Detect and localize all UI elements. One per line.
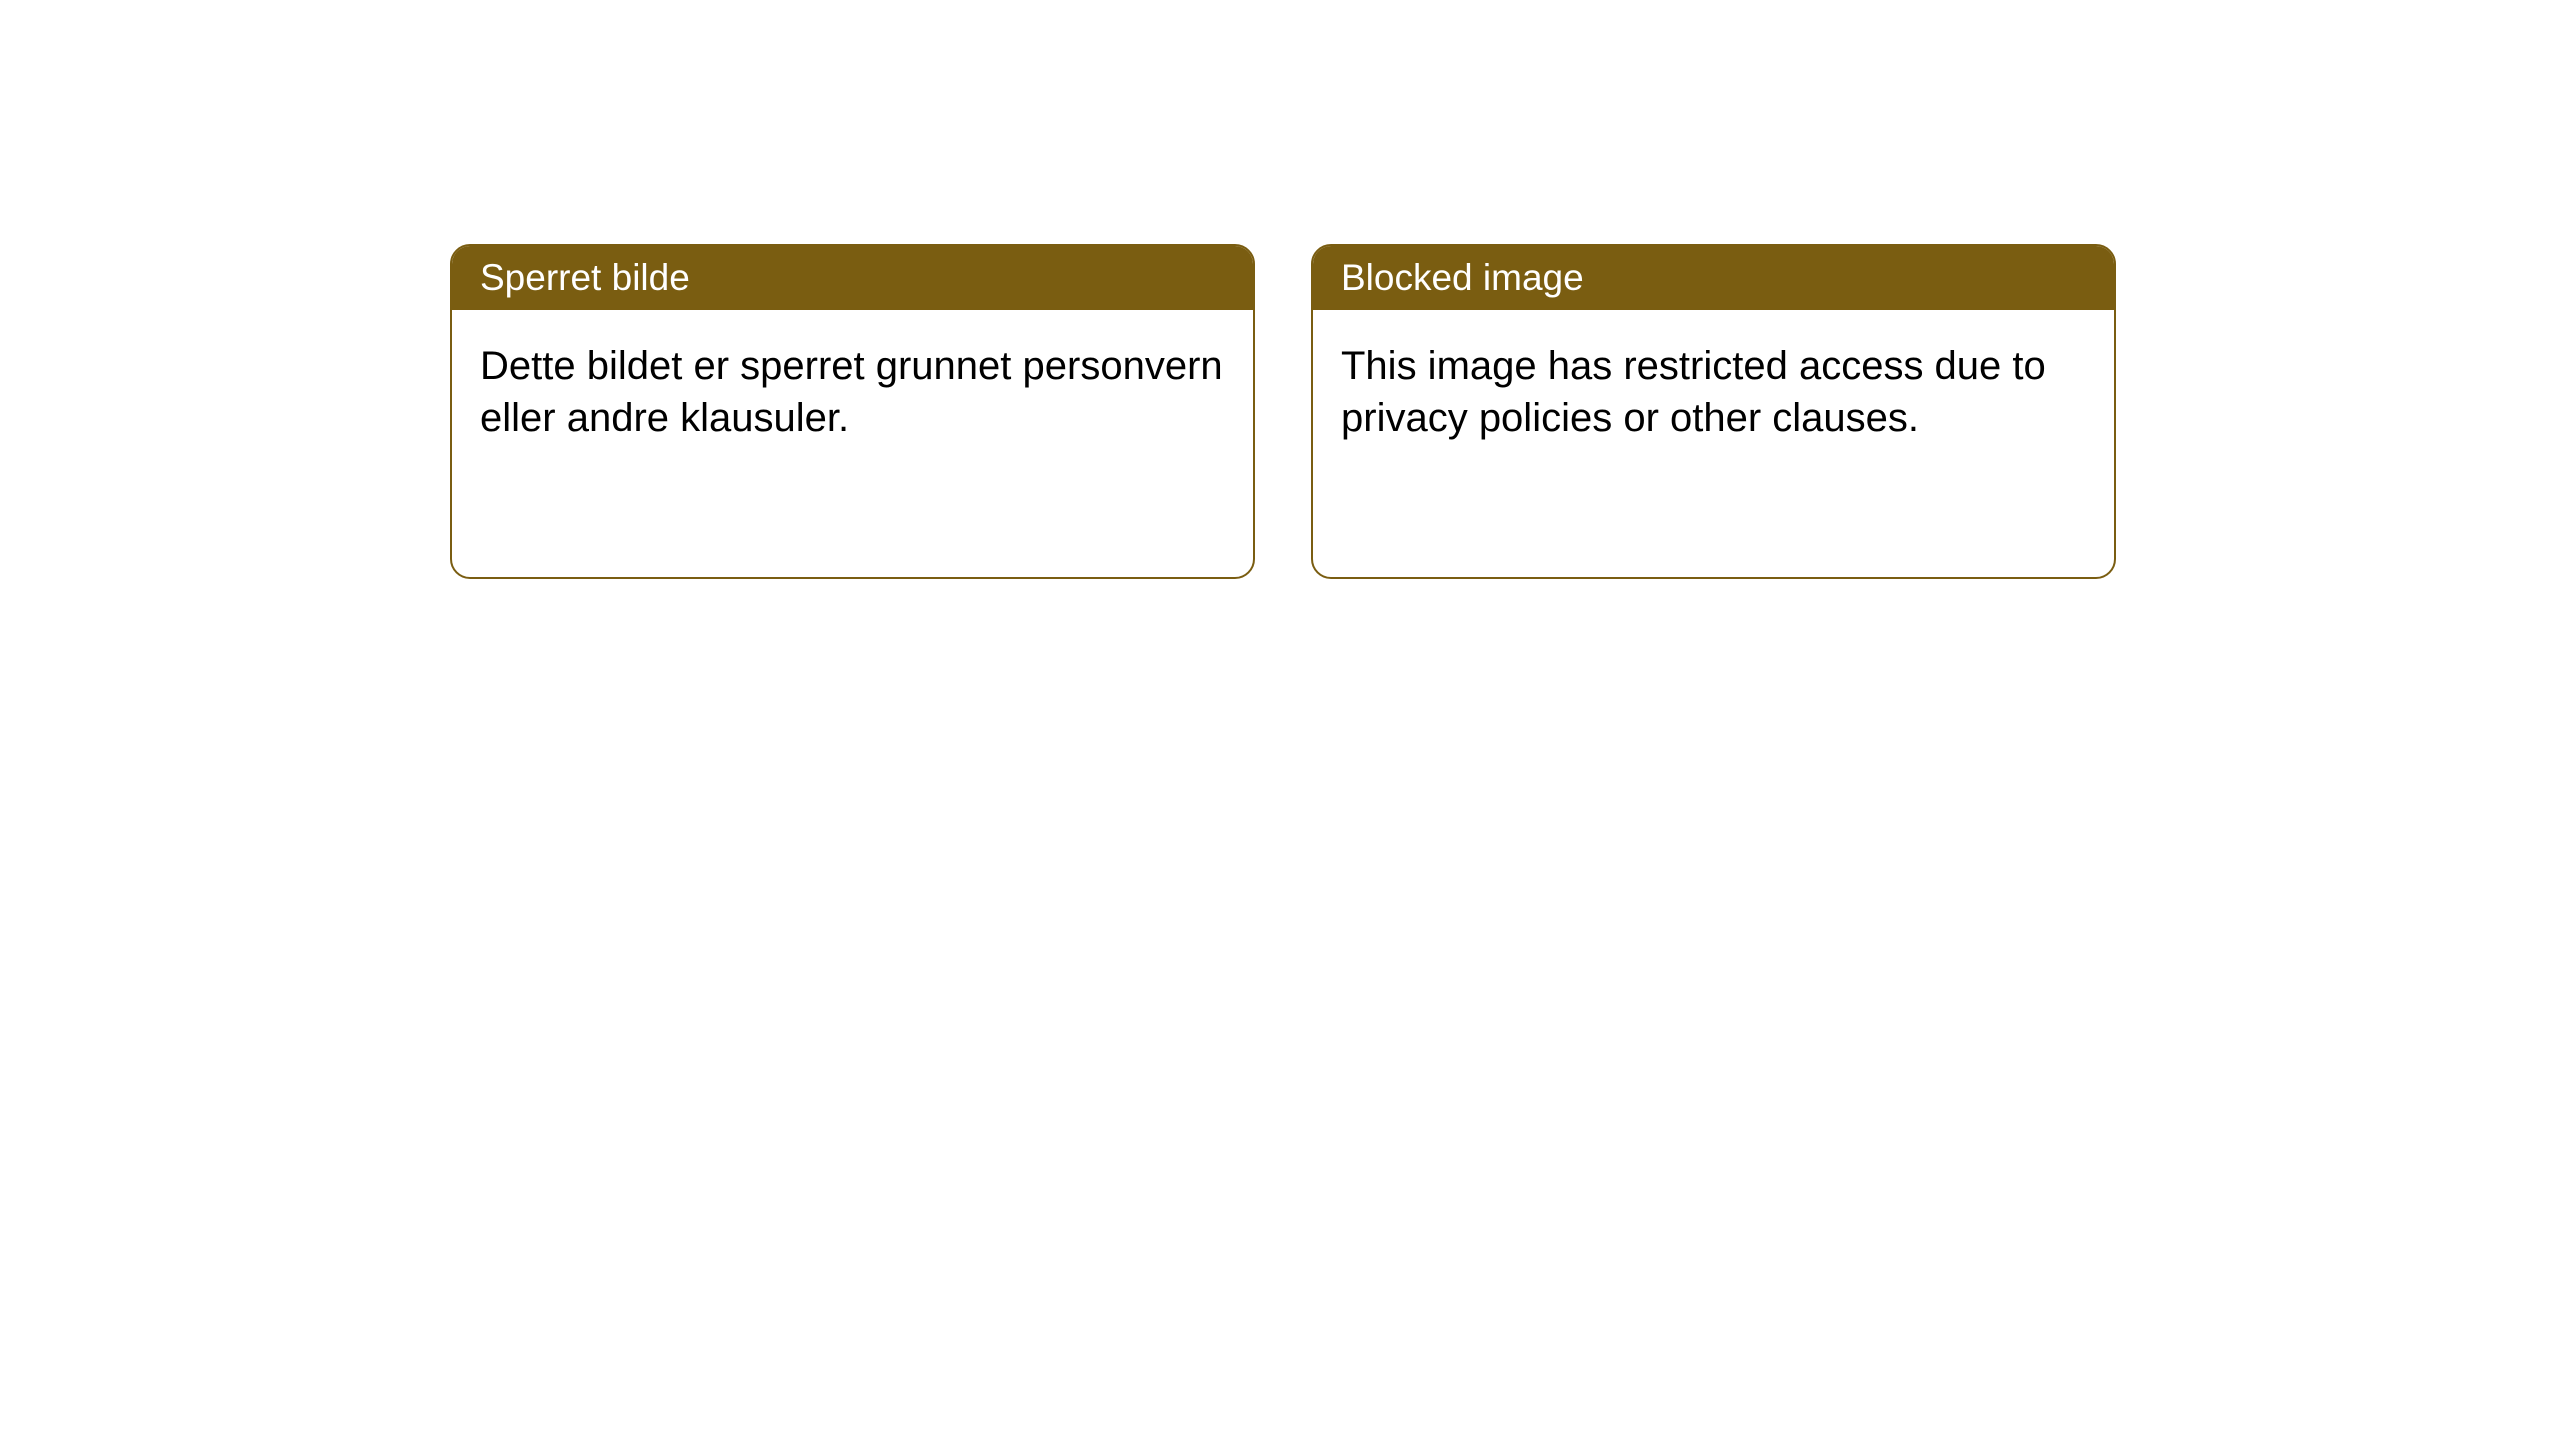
notice-body-norwegian: Dette bildet er sperret grunnet personve… (452, 310, 1253, 474)
notice-box-norwegian: Sperret bilde Dette bildet er sperret gr… (450, 244, 1255, 579)
notice-body-english: This image has restricted access due to … (1313, 310, 2114, 474)
notice-container: Sperret bilde Dette bildet er sperret gr… (450, 244, 2116, 579)
notice-header-norwegian: Sperret bilde (452, 246, 1253, 310)
notice-box-english: Blocked image This image has restricted … (1311, 244, 2116, 579)
notice-header-english: Blocked image (1313, 246, 2114, 310)
